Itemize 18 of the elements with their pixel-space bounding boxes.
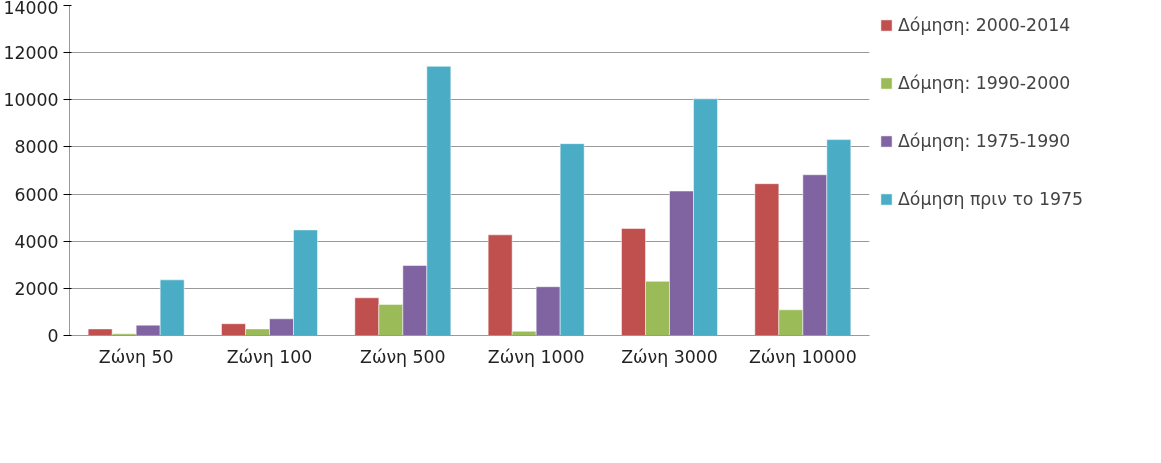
y-tick-label: 12000: [3, 43, 59, 64]
x-tick-label: Ζώνη 100: [226, 346, 313, 367]
y-tick-label: 8000: [14, 137, 59, 158]
y-tick-label: 6000: [14, 184, 59, 205]
legend-label: Δόμηση: 1990-2000: [898, 73, 1071, 93]
y-tick-label: 2000: [14, 278, 59, 299]
x-tick-label: Ζώνη 3000: [621, 346, 718, 367]
legend-label: Δόμηση πριν το 1975: [898, 189, 1084, 209]
x-tick-label: Ζώνη 500: [360, 346, 446, 367]
x-tick-label: Ζώνη 10000: [749, 346, 857, 367]
y-tick-label: 14000: [3, 0, 59, 18]
x-tick-label: Ζώνη 50: [98, 346, 174, 367]
y-tick-label: 10000: [3, 90, 59, 111]
legend-label: Δόμηση: 2000-2014: [898, 15, 1071, 35]
legend-label: Δόμηση: 1975-1990: [898, 131, 1071, 151]
x-tick-label: Ζώνη 1000: [487, 346, 585, 367]
y-tick-label: 4000: [14, 231, 59, 252]
y-tick-label: 0: [47, 326, 59, 346]
